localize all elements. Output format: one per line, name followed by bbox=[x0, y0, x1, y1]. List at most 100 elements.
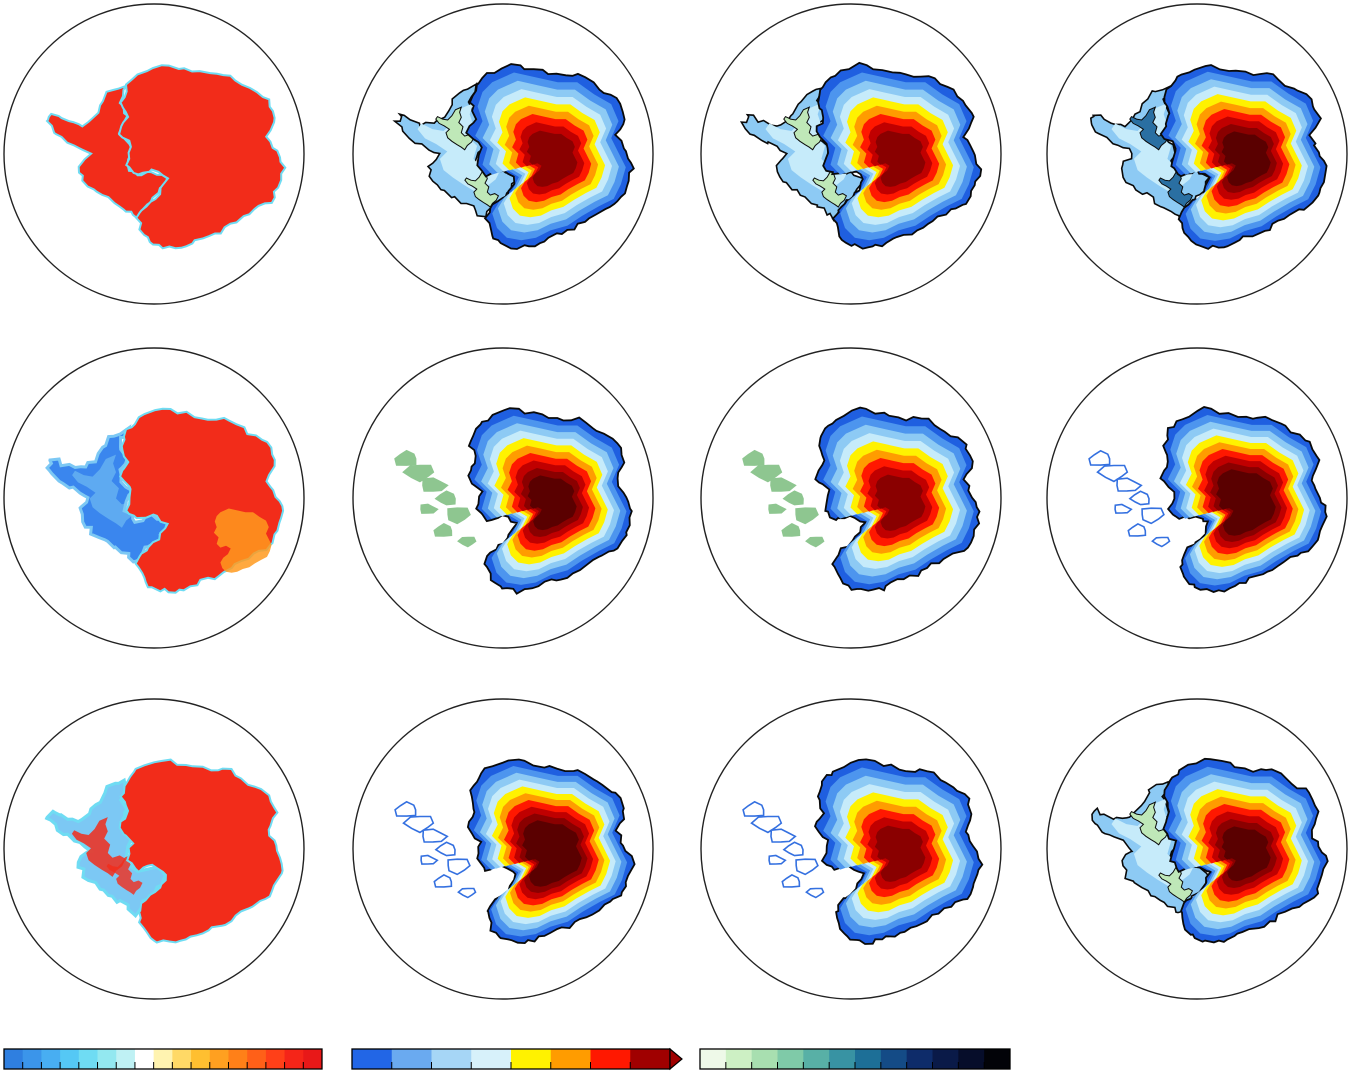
thickness-contour bbox=[528, 827, 577, 881]
colorbar-swatch bbox=[906, 1049, 933, 1069]
island bbox=[420, 854, 439, 865]
colorbar-swatch bbox=[116, 1049, 136, 1069]
warm-coast bbox=[213, 508, 272, 573]
map-panel bbox=[3, 3, 305, 305]
map-panel bbox=[3, 347, 305, 649]
map-panel bbox=[700, 3, 1002, 305]
colorbar-swatch bbox=[590, 1049, 631, 1069]
thickness-contour bbox=[1222, 476, 1271, 530]
colorbar-swatch bbox=[431, 1049, 472, 1069]
colorbar-swatch bbox=[777, 1049, 804, 1069]
thickness-contour bbox=[874, 130, 926, 187]
colorbar-swatch bbox=[247, 1049, 267, 1069]
west-region-inner bbox=[417, 103, 502, 197]
island bbox=[768, 854, 787, 865]
colorbar-swatch bbox=[97, 1049, 117, 1069]
colorbar-swatch bbox=[751, 1049, 778, 1069]
island bbox=[742, 449, 765, 466]
island bbox=[447, 858, 471, 876]
west-region-light bbox=[72, 454, 138, 528]
east-region bbox=[118, 758, 284, 944]
colorbar-swatch bbox=[829, 1049, 856, 1069]
colorbar-swatch bbox=[22, 1049, 42, 1069]
west-region-inner bbox=[1111, 103, 1196, 197]
thickness-contour bbox=[874, 825, 926, 882]
colorbar-swatch bbox=[984, 1049, 1011, 1069]
colorbar-frame bbox=[3, 1048, 323, 1070]
island bbox=[433, 522, 453, 537]
island bbox=[805, 536, 825, 548]
island bbox=[457, 536, 477, 548]
ice-shelf bbox=[1158, 863, 1194, 903]
colorbar-swatch bbox=[228, 1049, 248, 1069]
thickness-contour bbox=[526, 130, 578, 187]
colorbar-swatch bbox=[511, 1049, 552, 1069]
colorbar-swatch bbox=[958, 1049, 985, 1069]
thickness-contour bbox=[1221, 826, 1271, 882]
colorbar-swatch bbox=[60, 1049, 80, 1069]
island bbox=[1116, 477, 1143, 492]
west-region-inner bbox=[765, 103, 850, 197]
island bbox=[782, 490, 804, 506]
ice-shelf bbox=[783, 106, 823, 151]
map-panel bbox=[352, 3, 654, 305]
colorbar-diverging bbox=[3, 1048, 323, 1070]
island bbox=[433, 873, 453, 888]
island bbox=[420, 503, 439, 514]
colorbar-swatch bbox=[803, 1049, 830, 1069]
island bbox=[434, 490, 456, 506]
colorbar-swatch bbox=[725, 1049, 753, 1069]
island bbox=[1114, 503, 1133, 514]
colorbar-shelves bbox=[699, 1048, 1011, 1070]
island bbox=[805, 887, 825, 899]
colorbar-swatch bbox=[391, 1049, 432, 1069]
colorbar-swatch bbox=[303, 1049, 323, 1069]
colorbar-swatch bbox=[4, 1049, 24, 1069]
colorbar-swatch bbox=[191, 1049, 211, 1069]
ice-shelf bbox=[812, 168, 848, 208]
colorbar-swatch bbox=[932, 1049, 959, 1069]
map-panel bbox=[3, 698, 305, 1000]
west-region-inner bbox=[1111, 798, 1196, 892]
colorbar-swatch bbox=[209, 1049, 229, 1069]
island bbox=[447, 507, 471, 525]
map-panel bbox=[1046, 698, 1348, 1000]
colorbar-swatch bbox=[880, 1049, 908, 1069]
island bbox=[781, 873, 801, 888]
island bbox=[394, 800, 417, 817]
ice-shelf bbox=[435, 106, 475, 151]
colorbar-swatch bbox=[284, 1049, 304, 1069]
map-panel bbox=[700, 347, 1002, 649]
west-region-red bbox=[71, 817, 126, 877]
colorbar-swatch bbox=[153, 1049, 173, 1069]
ice-shelf bbox=[1158, 168, 1194, 208]
island bbox=[422, 477, 449, 492]
colorbar-swatch bbox=[630, 1049, 671, 1069]
island bbox=[434, 841, 456, 857]
ice-shelf bbox=[1129, 106, 1169, 151]
colorbar-swatch bbox=[550, 1049, 591, 1069]
colorbar-swatch bbox=[265, 1049, 285, 1069]
colorbar-swatch bbox=[134, 1049, 155, 1069]
island bbox=[795, 507, 819, 525]
thickness-contour bbox=[874, 474, 926, 531]
thickness-contour bbox=[1221, 131, 1271, 187]
island bbox=[1141, 507, 1165, 525]
colorbar-extend-arrow bbox=[669, 1047, 683, 1071]
map-panel bbox=[352, 698, 654, 1000]
island bbox=[1128, 490, 1150, 506]
island bbox=[782, 841, 804, 857]
ice-shelf bbox=[464, 168, 500, 208]
colorbar-swatch bbox=[172, 1049, 192, 1069]
island bbox=[1088, 449, 1111, 466]
map-panel bbox=[1046, 347, 1348, 649]
colorbar-swatch bbox=[855, 1049, 882, 1069]
ice-shelf bbox=[1129, 801, 1169, 846]
island bbox=[394, 449, 417, 466]
colorbar-swatch bbox=[700, 1049, 727, 1069]
map-panel bbox=[352, 347, 654, 649]
island bbox=[781, 522, 801, 537]
thickness-contour bbox=[527, 475, 577, 531]
